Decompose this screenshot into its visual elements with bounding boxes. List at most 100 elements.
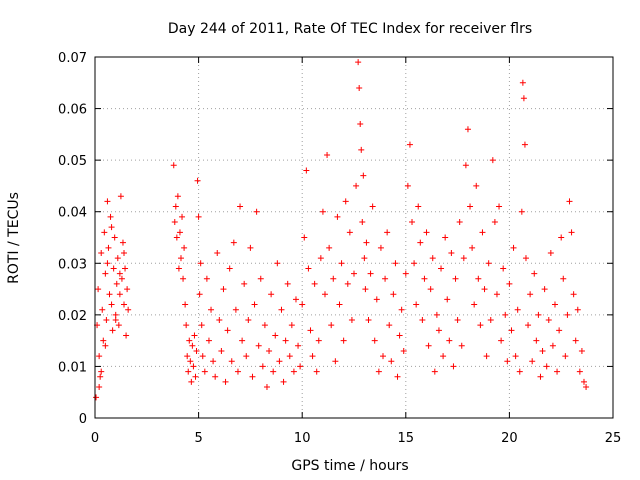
data-point [253, 208, 260, 215]
data-point [309, 353, 316, 360]
x-tick-label: 15 [398, 431, 415, 446]
data-point [477, 322, 484, 329]
data-point [417, 239, 424, 246]
data-point [342, 198, 349, 205]
data-point [180, 275, 187, 282]
data-point [551, 301, 558, 308]
data-point [404, 182, 411, 189]
y-tick-label: 0.01 [58, 360, 87, 375]
data-point [278, 306, 285, 313]
data-point [427, 286, 434, 293]
data-point [522, 255, 529, 262]
data-point [241, 280, 248, 287]
data-point [108, 224, 115, 231]
data-point [491, 219, 498, 226]
data-point [529, 358, 536, 365]
data-point [435, 327, 442, 334]
data-point [545, 317, 552, 324]
data-point [107, 213, 114, 220]
y-tick-label: 0.02 [58, 309, 87, 324]
data-point [214, 249, 221, 256]
data-point [171, 219, 178, 226]
data-point [123, 332, 130, 339]
data-point [282, 337, 289, 344]
data-point [288, 322, 295, 329]
data-point [191, 332, 198, 339]
data-point [344, 280, 351, 287]
data-point [355, 59, 362, 66]
x-tick-label: 10 [294, 431, 311, 446]
data-point [516, 368, 523, 375]
data-point [99, 306, 106, 313]
data-point [386, 322, 393, 329]
data-point [462, 162, 469, 169]
y-tick-label: 0 [79, 412, 87, 427]
data-point [454, 317, 461, 324]
data-point [356, 84, 363, 91]
data-point [512, 353, 519, 360]
data-point [390, 291, 397, 298]
y-tick-label: 0.07 [58, 51, 87, 66]
data-point [198, 322, 205, 329]
data-point [226, 265, 233, 272]
data-point [433, 311, 440, 318]
data-point [212, 373, 219, 380]
data-point [487, 317, 494, 324]
data-point [96, 353, 103, 360]
data-point [576, 368, 583, 375]
data-point [415, 203, 422, 210]
data-point [210, 358, 217, 365]
data-point [444, 296, 451, 303]
data-point [173, 234, 180, 241]
data-point [556, 327, 563, 334]
data-point [539, 347, 546, 354]
data-points [93, 59, 590, 401]
data-point [280, 378, 287, 385]
data-point [317, 255, 324, 262]
data-point [411, 260, 418, 267]
data-point [500, 265, 507, 272]
data-point [106, 291, 113, 298]
data-point [394, 373, 401, 380]
data-point [514, 306, 521, 313]
data-point [406, 141, 413, 148]
data-point [102, 270, 109, 277]
data-point [98, 368, 105, 375]
data-point [184, 353, 191, 360]
data-point [471, 301, 478, 308]
data-point [319, 208, 326, 215]
data-point [450, 363, 457, 370]
data-point [104, 198, 111, 205]
data-point [392, 260, 399, 267]
data-point [208, 306, 215, 313]
data-point [446, 337, 453, 344]
data-point [360, 172, 367, 179]
data-point [562, 353, 569, 360]
y-tick-label: 0.05 [58, 154, 87, 169]
grid-lines [95, 57, 613, 418]
data-point [232, 306, 239, 313]
data-point [197, 260, 204, 267]
data-point [203, 275, 210, 282]
data-point [249, 373, 256, 380]
data-point [121, 301, 128, 308]
data-point [115, 322, 122, 329]
data-point [458, 342, 465, 349]
data-point [348, 317, 355, 324]
data-point [297, 363, 304, 370]
data-point [460, 255, 467, 262]
data-point [353, 182, 360, 189]
data-point [95, 286, 102, 293]
data-point [116, 291, 123, 298]
data-point [489, 157, 496, 164]
data-point [373, 296, 380, 303]
data-point [365, 317, 372, 324]
data-point [108, 301, 115, 308]
data-point [170, 162, 177, 169]
data-point [243, 353, 250, 360]
data-point [358, 146, 365, 153]
data-point [475, 275, 482, 282]
data-point [336, 301, 343, 308]
data-point [122, 265, 129, 272]
data-point [481, 286, 488, 293]
